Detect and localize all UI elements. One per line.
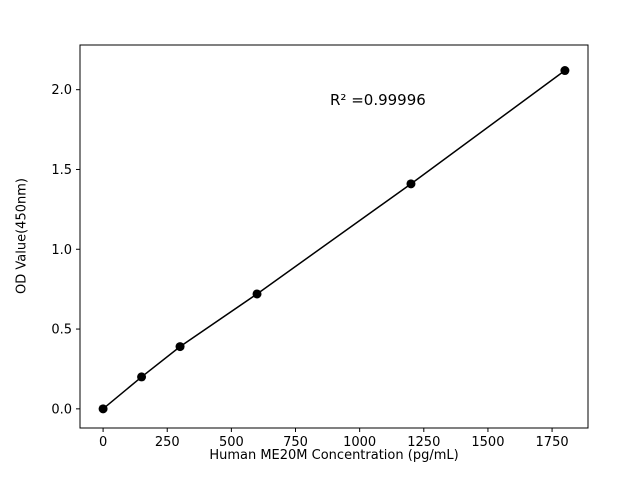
data-points [98,66,570,414]
data-point [406,179,416,189]
x-axis-ticks: 0 250 500 750 1000 1250 1500 1750 [99,428,569,450]
x-tick-label: 0 [99,435,107,450]
x-tick-label: 250 [155,435,180,450]
y-tick-label: 0.5 [51,323,72,338]
x-tick-label: 1500 [471,435,504,450]
x-tick-label: 750 [283,435,308,450]
y-axis-ticks: 0.0 0.5 1.0 1.5 2.0 [51,83,80,417]
data-point [560,66,570,76]
data-point [137,372,147,382]
data-point [252,289,262,299]
x-tick-label: 1000 [343,435,376,450]
x-tick-label: 500 [219,435,244,450]
r-squared-annotation: R² =0.99996 [330,91,426,109]
x-tick-label: 1750 [536,435,569,450]
y-tick-label: 1.5 [51,163,72,178]
data-point [98,404,108,414]
x-axis-label: Human ME20M Concentration (pg/mL) [209,448,459,463]
plot-frame [79,44,589,429]
y-tick-label: 1.0 [51,243,72,258]
y-tick-label: 0.0 [51,402,72,417]
y-axis-label: OD Value(450nm) [14,178,30,294]
y-tick-label: 2.0 [51,83,72,98]
x-tick-label: 1250 [407,435,440,450]
data-point [175,342,185,352]
series-line [102,69,566,410]
